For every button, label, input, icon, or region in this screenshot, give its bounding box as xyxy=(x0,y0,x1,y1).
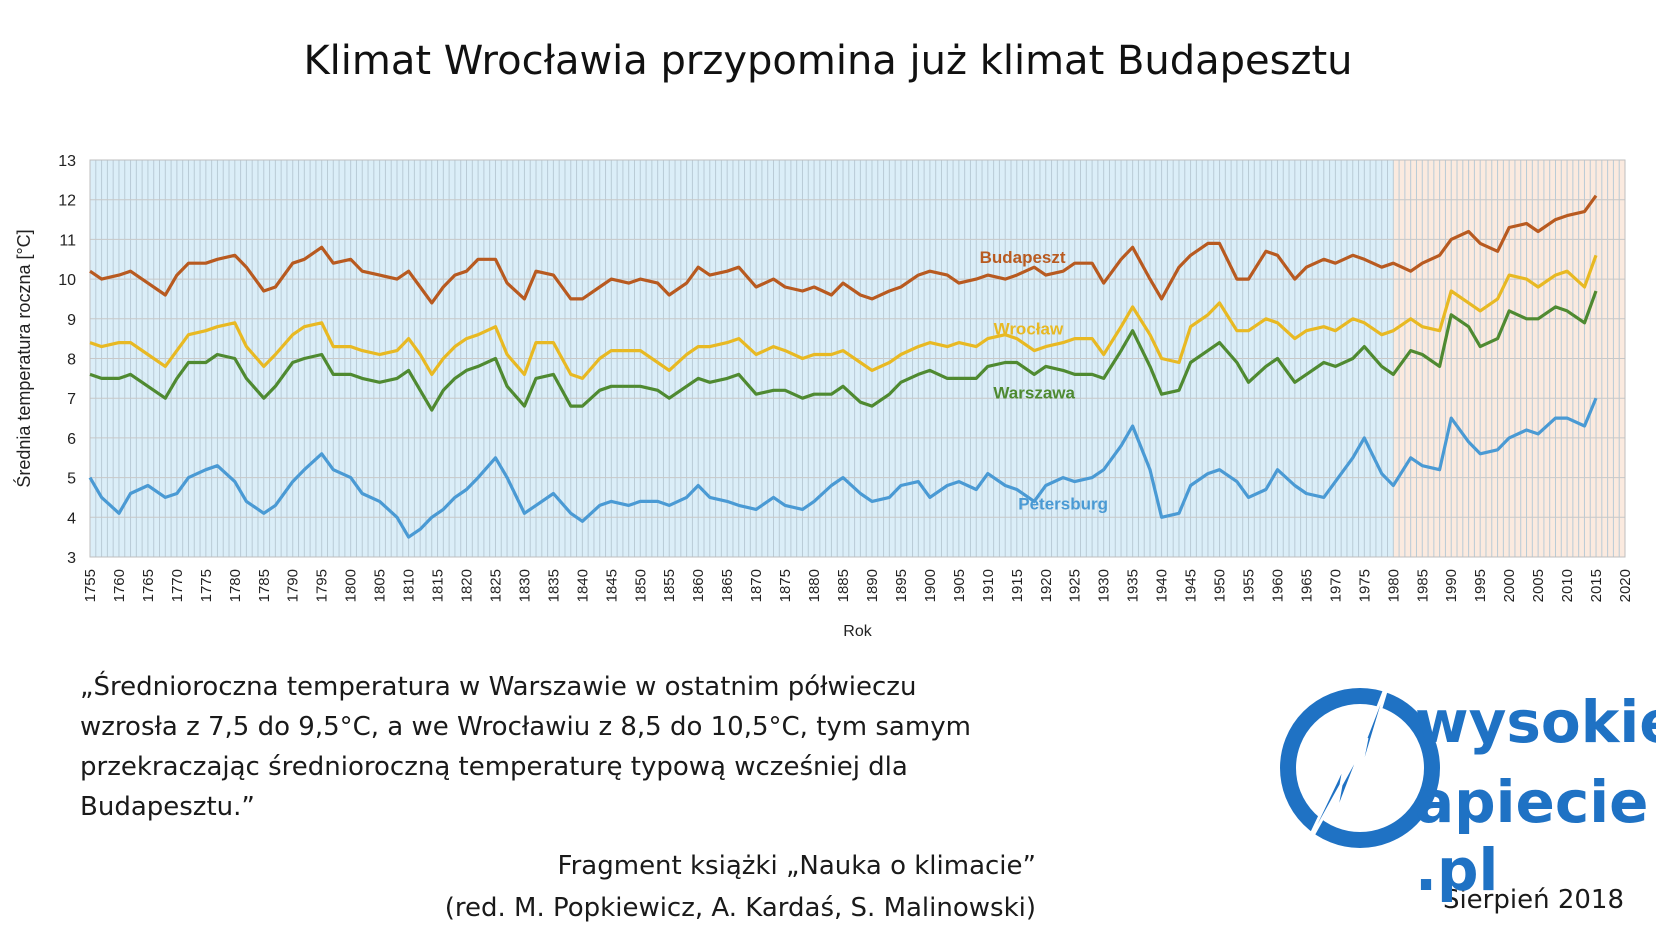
x-tick-label: 1910 xyxy=(980,569,997,602)
x-tick-label: 1790 xyxy=(285,569,302,602)
x-tick-label: 1925 xyxy=(1067,569,1084,602)
x-tick-label: 1970 xyxy=(1327,569,1344,602)
wysokie-napiecie-logo: wysokie apiecie .pl xyxy=(1275,667,1656,904)
x-tick-label: 1905 xyxy=(951,569,968,602)
y-tick-label: 8 xyxy=(67,352,76,369)
y-tick-label: 7 xyxy=(67,391,76,408)
x-tick-label: 1770 xyxy=(169,569,186,602)
logo-lightning-icon xyxy=(1280,667,1440,869)
source-line-book: Fragment książki „Nauka o klimacie” xyxy=(557,851,1036,881)
y-tick-label: 10 xyxy=(58,272,76,289)
x-tick-label: 1830 xyxy=(516,569,533,602)
x-tick-label: 1880 xyxy=(806,569,823,602)
y-tick-label: 13 xyxy=(58,153,76,170)
x-tick-label: 1845 xyxy=(603,569,620,602)
x-tick-label: 1795 xyxy=(314,569,331,602)
x-tick-label: 1865 xyxy=(719,569,736,602)
x-tick-label: 1900 xyxy=(922,569,939,602)
x-tick-label: 1955 xyxy=(1240,569,1257,602)
x-tick-label: 1885 xyxy=(835,569,852,602)
x-tick-label: 1895 xyxy=(893,569,910,602)
x-tick-label: 1780 xyxy=(227,569,244,602)
series-label: Warszawa xyxy=(993,383,1075,402)
x-tick-label: 1945 xyxy=(1183,569,1200,602)
series-label: Petersburg xyxy=(1018,495,1108,514)
x-tick-label: 1760 xyxy=(111,569,128,602)
x-tick-label: 1765 xyxy=(140,569,157,602)
x-tick-label: 1755 xyxy=(82,569,99,602)
x-tick-label: 2015 xyxy=(1588,569,1605,602)
x-tick-label: 1995 xyxy=(1472,569,1489,602)
series-line-warszawa xyxy=(89,290,1598,412)
x-tick-label: 1840 xyxy=(574,569,591,602)
logo-text-top: wysokie xyxy=(1415,688,1656,756)
x-tick-label: 1815 xyxy=(430,569,447,602)
series-line-budapeszt xyxy=(89,194,1598,305)
logo-text-bottom: apiecie .pl xyxy=(1415,768,1649,904)
series-label: Budapeszt xyxy=(980,248,1066,267)
series-line-wrocław xyxy=(89,254,1598,380)
x-tick-label: 1775 xyxy=(198,569,215,602)
quote-line: wzrosła z 7,5 do 9,5°C, a we Wrocławiu z… xyxy=(80,712,971,742)
x-tick-label: 1940 xyxy=(1154,569,1171,602)
x-tick-label: 2005 xyxy=(1530,569,1547,602)
x-tick-label: 2000 xyxy=(1501,569,1518,602)
x-tick-label: 1820 xyxy=(459,569,476,602)
x-tick-label: 1870 xyxy=(748,569,765,602)
x-tick-label: 1860 xyxy=(690,569,707,602)
x-tick-label: 1950 xyxy=(1212,569,1229,602)
x-tick-label: 1930 xyxy=(1096,569,1113,602)
x-tick-label: 1935 xyxy=(1125,569,1142,602)
y-axis-label: Średnia temperatura roczna [°C] xyxy=(13,229,34,487)
x-tick-label: 1990 xyxy=(1443,569,1460,602)
source-citation: Fragment książki „Nauka o klimacie” (red… xyxy=(445,845,1036,929)
y-tick-label: 9 xyxy=(67,312,76,329)
temperature-chart: 3 4 5 6 7 8 9 10 11 12 13 1755 1760 1765 1770 1775 1780 1… xyxy=(13,153,1634,640)
y-tick-label: 5 xyxy=(67,471,76,488)
x-tick-label: 1855 xyxy=(661,569,678,602)
x-tick-label: 1875 xyxy=(777,569,794,602)
x-tick-label: 2020 xyxy=(1617,569,1634,602)
x-tick-label: 1810 xyxy=(401,569,418,602)
x-tick-label: 1785 xyxy=(256,569,273,602)
publication-date: Sierpień 2018 xyxy=(1442,885,1624,915)
x-tick-label: 1975 xyxy=(1356,569,1373,602)
series-label: Wrocław xyxy=(994,320,1064,339)
chart-title: Klimat Wrocławia przypomina już klimat B… xyxy=(303,38,1353,84)
x-tick-label: 1835 xyxy=(545,569,562,602)
y-tick-label: 3 xyxy=(67,550,76,567)
x-tick-label: 1985 xyxy=(1414,569,1431,602)
x-tick-label: 2010 xyxy=(1559,569,1576,602)
y-tick-label: 11 xyxy=(59,232,76,249)
y-tick-label: 12 xyxy=(58,193,76,210)
x-tick-label: 1920 xyxy=(1038,569,1055,602)
source-line-editors: (red. M. Popkiewicz, A. Kardaś, S. Malin… xyxy=(444,893,1036,923)
x-tick-label: 1825 xyxy=(487,569,504,602)
x-tick-label: 1890 xyxy=(864,569,881,602)
x-tick-label: 1805 xyxy=(372,569,389,602)
x-tick-label: 1915 xyxy=(1009,569,1026,602)
quote-line: „Średnioroczna temperatura w Warszawie w… xyxy=(80,672,917,702)
quote-text: „Średnioroczna temperatura w Warszawie w… xyxy=(80,667,1040,827)
y-tick-label: 6 xyxy=(67,431,76,448)
quote-line: przekraczając średnioroczną temperaturę … xyxy=(80,752,908,782)
series-line-petersburg xyxy=(88,397,1598,539)
x-tick-label: 1850 xyxy=(632,569,649,602)
x-axis-label: Rok xyxy=(843,623,872,640)
y-tick-label: 4 xyxy=(67,510,76,527)
quote-line: Budapesztu.” xyxy=(80,792,255,822)
plot-area-border xyxy=(89,159,1626,558)
x-tick-label: 1965 xyxy=(1298,569,1315,602)
x-tick-label: 1960 xyxy=(1269,569,1286,602)
x-tick-label: 1800 xyxy=(343,569,360,602)
x-tick-label: 1980 xyxy=(1385,569,1402,602)
